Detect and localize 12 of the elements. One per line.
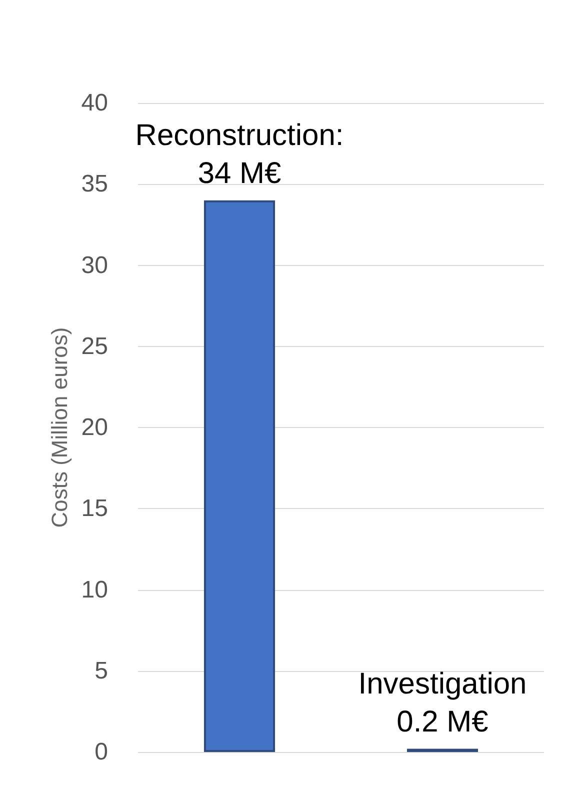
y-tick-label: 5	[94, 657, 108, 684]
y-tick-label: 15	[81, 495, 108, 522]
y-tick-label: 35	[81, 170, 108, 198]
data-label: Reconstruction: 34 M€	[135, 118, 344, 190]
y-tick-label: 40	[81, 90, 108, 116]
y-tick-label: 0	[94, 738, 108, 766]
y-tick-label: 25	[81, 332, 108, 360]
y-tick-label: 30	[81, 252, 108, 279]
y-tick-label: 20	[81, 414, 108, 441]
y-tick-label: 10	[81, 576, 108, 604]
y-axis-title: Costs (Million euros)	[46, 327, 72, 528]
data-label: Investigation 0.2 M€	[358, 667, 527, 738]
